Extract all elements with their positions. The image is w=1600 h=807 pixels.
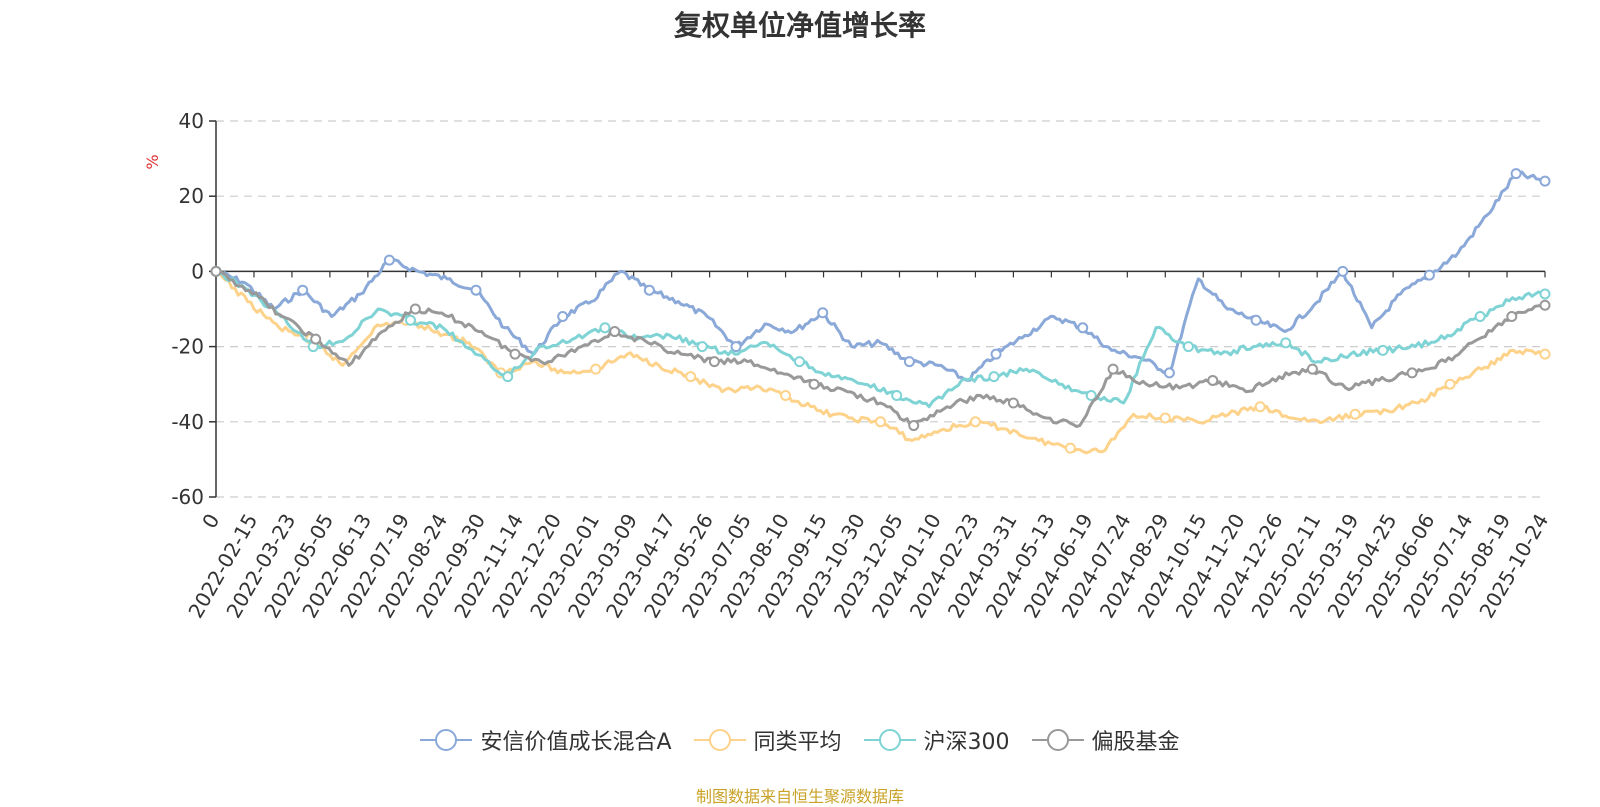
legend-label: 沪深300 bbox=[923, 730, 1010, 755]
data-point bbox=[509, 348, 521, 360]
data-point bbox=[875, 416, 886, 428]
data-point bbox=[1107, 363, 1119, 375]
series-lines bbox=[210, 168, 1551, 455]
data-point bbox=[988, 371, 1000, 383]
legend-item[interactable]: 同类平均 bbox=[693, 724, 842, 756]
y-axis-unit-label: % bbox=[143, 154, 162, 169]
y-tick-label: -40 bbox=[171, 410, 204, 434]
data-point bbox=[708, 356, 720, 368]
legend-marker bbox=[693, 729, 746, 751]
data-point bbox=[908, 420, 920, 432]
data-point bbox=[1539, 348, 1551, 360]
data-point bbox=[1306, 363, 1318, 375]
data-point bbox=[599, 322, 611, 334]
series-line bbox=[215, 270, 1546, 409]
legend-marker bbox=[863, 729, 916, 751]
data-point bbox=[817, 307, 829, 319]
legend-item[interactable]: 沪深300 bbox=[863, 724, 1010, 756]
data-point bbox=[1539, 288, 1551, 300]
data-point bbox=[1377, 344, 1389, 356]
y-tick-label: -20 bbox=[171, 335, 204, 359]
y-tick-label: 20 bbox=[179, 184, 204, 208]
data-point bbox=[1539, 175, 1551, 187]
data-point bbox=[404, 314, 416, 326]
data-point bbox=[1159, 412, 1171, 424]
data-point bbox=[1406, 367, 1418, 379]
data-point bbox=[1077, 322, 1089, 334]
x-tick-label: 0 bbox=[197, 510, 224, 533]
data-point bbox=[1506, 311, 1518, 323]
data-point bbox=[590, 363, 602, 375]
data-point bbox=[793, 356, 805, 368]
data-point bbox=[557, 311, 569, 323]
data-point bbox=[891, 389, 903, 401]
legend-label: 偏股基金 bbox=[1091, 730, 1180, 755]
legend-marker bbox=[1031, 729, 1084, 751]
legend-label: 安信价值成长混合A bbox=[480, 730, 672, 755]
data-point bbox=[1337, 265, 1349, 277]
data-point bbox=[1064, 442, 1076, 454]
y-tick-label: 0 bbox=[191, 259, 204, 283]
data-point bbox=[643, 284, 655, 296]
data-point bbox=[1444, 378, 1456, 390]
data-point bbox=[730, 341, 742, 353]
series-line bbox=[215, 269, 1546, 428]
legend-marker bbox=[420, 729, 473, 751]
data-point bbox=[1423, 269, 1435, 281]
data-point bbox=[696, 341, 708, 353]
axes: 40200-20-40-6002022-02-152022-03-232022-… bbox=[171, 109, 1553, 622]
series-line bbox=[215, 170, 1546, 382]
data-point bbox=[470, 284, 482, 296]
data-point bbox=[1007, 397, 1019, 409]
data-point bbox=[1163, 367, 1175, 379]
data-point bbox=[297, 284, 309, 296]
data-point bbox=[1182, 341, 1194, 353]
data-point bbox=[609, 326, 621, 338]
source-note: 制图数据来自恒生聚源数据库 bbox=[695, 787, 904, 806]
y-tick-label: 40 bbox=[179, 109, 204, 133]
data-point bbox=[1474, 311, 1486, 323]
data-point bbox=[1349, 408, 1361, 420]
data-point bbox=[383, 254, 395, 266]
y-tick-label: -60 bbox=[171, 485, 204, 509]
data-point bbox=[1254, 401, 1266, 413]
legend-label: 同类平均 bbox=[753, 730, 842, 755]
data-point bbox=[310, 333, 322, 345]
legend-item[interactable]: 偏股基金 bbox=[1031, 724, 1180, 756]
data-point bbox=[903, 356, 915, 368]
data-point bbox=[969, 416, 981, 428]
data-point bbox=[409, 303, 421, 315]
legend-item[interactable]: 安信价值成长混合A bbox=[420, 724, 672, 756]
data-point bbox=[1510, 168, 1522, 180]
data-point bbox=[808, 378, 820, 390]
data-point bbox=[502, 371, 514, 383]
data-point bbox=[1207, 374, 1219, 386]
data-point bbox=[685, 371, 697, 383]
data-point bbox=[210, 265, 222, 277]
data-point bbox=[1250, 314, 1262, 326]
data-point bbox=[1280, 337, 1292, 349]
data-point bbox=[1539, 299, 1551, 311]
data-point bbox=[990, 348, 1002, 360]
chart-title: 复权单位净值增长率 bbox=[673, 9, 926, 42]
data-point bbox=[1085, 389, 1097, 401]
data-point bbox=[780, 389, 792, 401]
legend: 安信价值成长混合A 同类平均 沪深300 偏股基金 bbox=[0, 724, 1600, 756]
